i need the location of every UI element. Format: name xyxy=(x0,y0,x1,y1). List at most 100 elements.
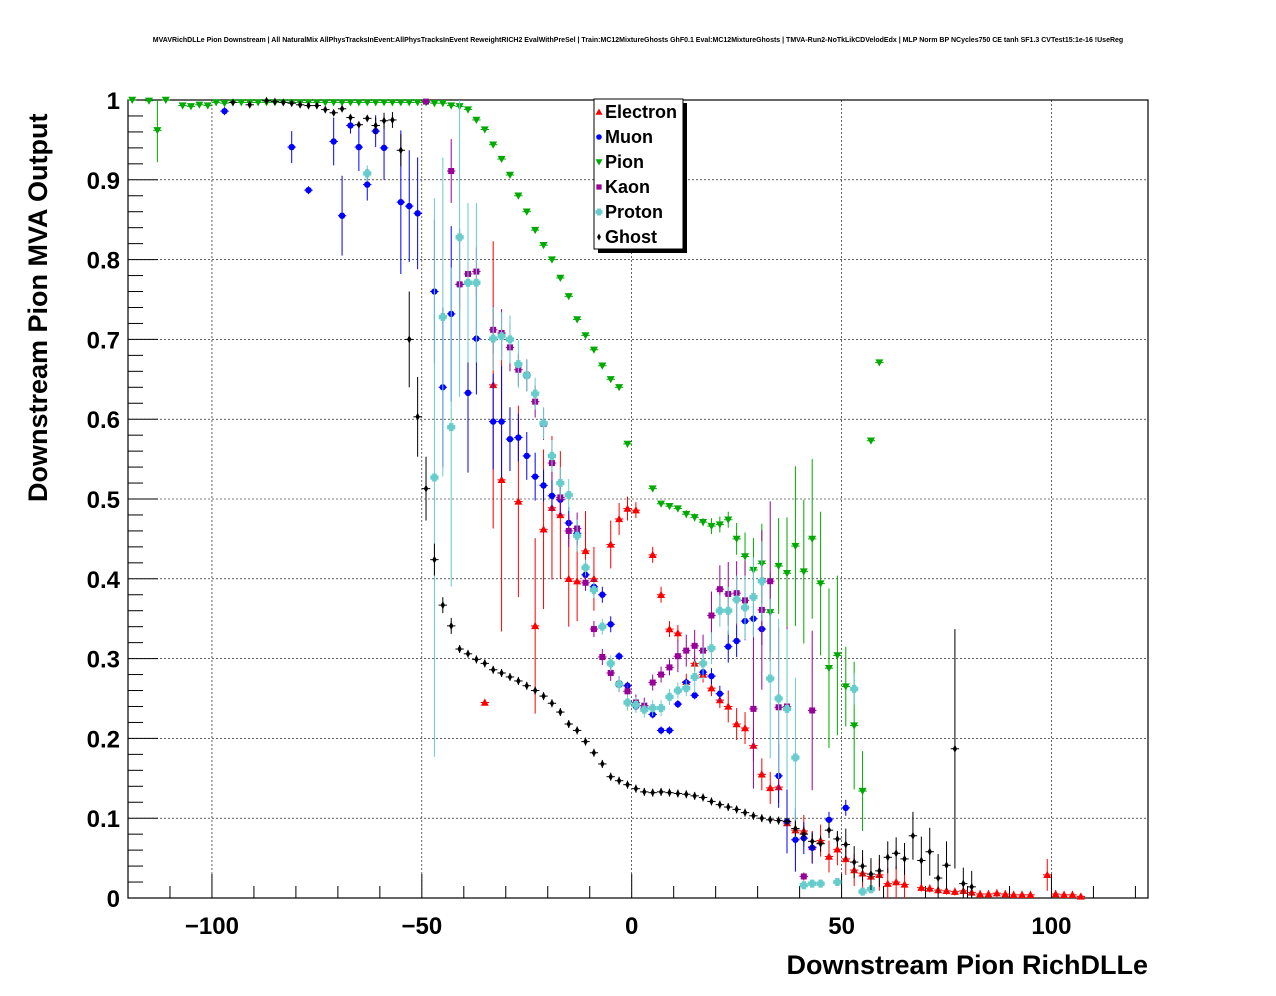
pion-point xyxy=(161,96,170,104)
pion-point xyxy=(413,99,422,107)
proton-marker xyxy=(615,680,624,689)
electron-marker xyxy=(1060,890,1069,899)
ghost-marker xyxy=(868,870,874,879)
ghost-point xyxy=(665,788,674,797)
ghost-marker xyxy=(944,861,949,870)
proton-point xyxy=(447,267,456,587)
pion-point xyxy=(438,99,448,108)
ghost-marker xyxy=(759,814,765,823)
muon-marker xyxy=(842,804,849,812)
ghost-marker xyxy=(927,847,932,856)
kaon-point xyxy=(673,640,683,673)
ghost-marker xyxy=(524,681,529,690)
electron-marker xyxy=(657,590,666,598)
legend-item-proton: Proton xyxy=(595,202,663,222)
electron-marker xyxy=(539,525,548,533)
electron-point xyxy=(992,889,1002,898)
pion-marker xyxy=(707,522,716,531)
pion-point xyxy=(833,575,842,736)
electron-point xyxy=(606,520,615,569)
electron-point xyxy=(1059,890,1069,899)
ghost-point xyxy=(589,748,599,757)
proton-point xyxy=(799,881,808,890)
kaon-marker xyxy=(624,688,631,695)
muon-marker xyxy=(506,435,514,443)
muon-point xyxy=(505,407,515,472)
muon-point xyxy=(220,107,229,116)
proton-point xyxy=(556,467,565,499)
muon-point xyxy=(724,630,733,663)
ghost-point xyxy=(539,692,548,701)
ghost-point xyxy=(556,708,565,717)
muon-marker xyxy=(825,816,833,823)
electron-marker xyxy=(707,684,716,692)
proton-marker xyxy=(573,531,582,540)
ghost-marker xyxy=(658,787,664,796)
legend-label-electron: Electron xyxy=(605,102,677,122)
ghost-marker xyxy=(784,817,790,826)
electron-marker xyxy=(950,887,959,895)
electron-marker xyxy=(892,878,901,886)
ghost-marker xyxy=(482,659,487,668)
ghost-marker xyxy=(566,720,571,729)
ghost-point xyxy=(337,104,347,113)
legend-item-electron: Electron xyxy=(595,102,677,122)
proton-point xyxy=(497,312,506,361)
pion-point xyxy=(614,384,624,392)
pion-point xyxy=(824,588,834,748)
muon-marker xyxy=(657,727,665,734)
pion-point xyxy=(337,99,347,107)
proton-point xyxy=(782,629,792,789)
pion-point xyxy=(841,646,850,727)
proton-point xyxy=(808,879,817,888)
pion-marker xyxy=(699,518,708,527)
electron-point xyxy=(572,541,582,622)
ghost-point xyxy=(581,737,590,746)
y-tick-label: 0.9 xyxy=(87,168,120,195)
electron-marker xyxy=(514,497,523,505)
pion-point xyxy=(547,256,557,264)
electron-point xyxy=(673,625,683,642)
legend-box xyxy=(593,98,684,250)
y-tick-label: 0.5 xyxy=(87,487,120,514)
pion-marker xyxy=(875,359,884,367)
proton-marker xyxy=(850,684,859,693)
ghost-marker xyxy=(281,98,286,107)
ghost-point xyxy=(749,811,758,820)
muon-marker xyxy=(792,836,799,843)
ghost-point xyxy=(447,617,456,634)
proton-marker xyxy=(757,577,766,586)
muon-marker xyxy=(355,143,363,151)
muon-point xyxy=(598,586,607,603)
ghost-point xyxy=(917,836,926,885)
proton-marker xyxy=(581,563,590,572)
ghost-point xyxy=(522,681,531,690)
kaon-point xyxy=(564,514,573,547)
electron-marker xyxy=(1026,890,1035,899)
pion-marker xyxy=(338,99,347,107)
ghost-marker xyxy=(574,726,580,735)
ghost-point xyxy=(942,841,951,890)
ghost-marker xyxy=(306,101,311,110)
pion-point xyxy=(598,362,607,370)
ghost-point xyxy=(295,100,305,109)
electron-marker xyxy=(615,514,624,523)
ghost-marker xyxy=(499,668,504,677)
pion-point xyxy=(564,293,573,301)
muon-marker xyxy=(364,181,371,188)
legend-marker-electron xyxy=(595,108,603,115)
pion-point xyxy=(732,522,741,555)
ghost-marker xyxy=(675,789,681,798)
proton-point xyxy=(614,676,624,693)
proton-marker xyxy=(766,674,775,683)
ghost-marker xyxy=(935,874,941,883)
pion-marker xyxy=(824,664,833,673)
ghost-point xyxy=(497,668,506,677)
proton-marker xyxy=(531,389,540,398)
pion-point xyxy=(866,437,876,445)
x-tick-label: −50 xyxy=(401,913,442,940)
pion-marker xyxy=(413,99,422,107)
electron-marker xyxy=(564,574,573,582)
pion-point xyxy=(522,208,531,216)
